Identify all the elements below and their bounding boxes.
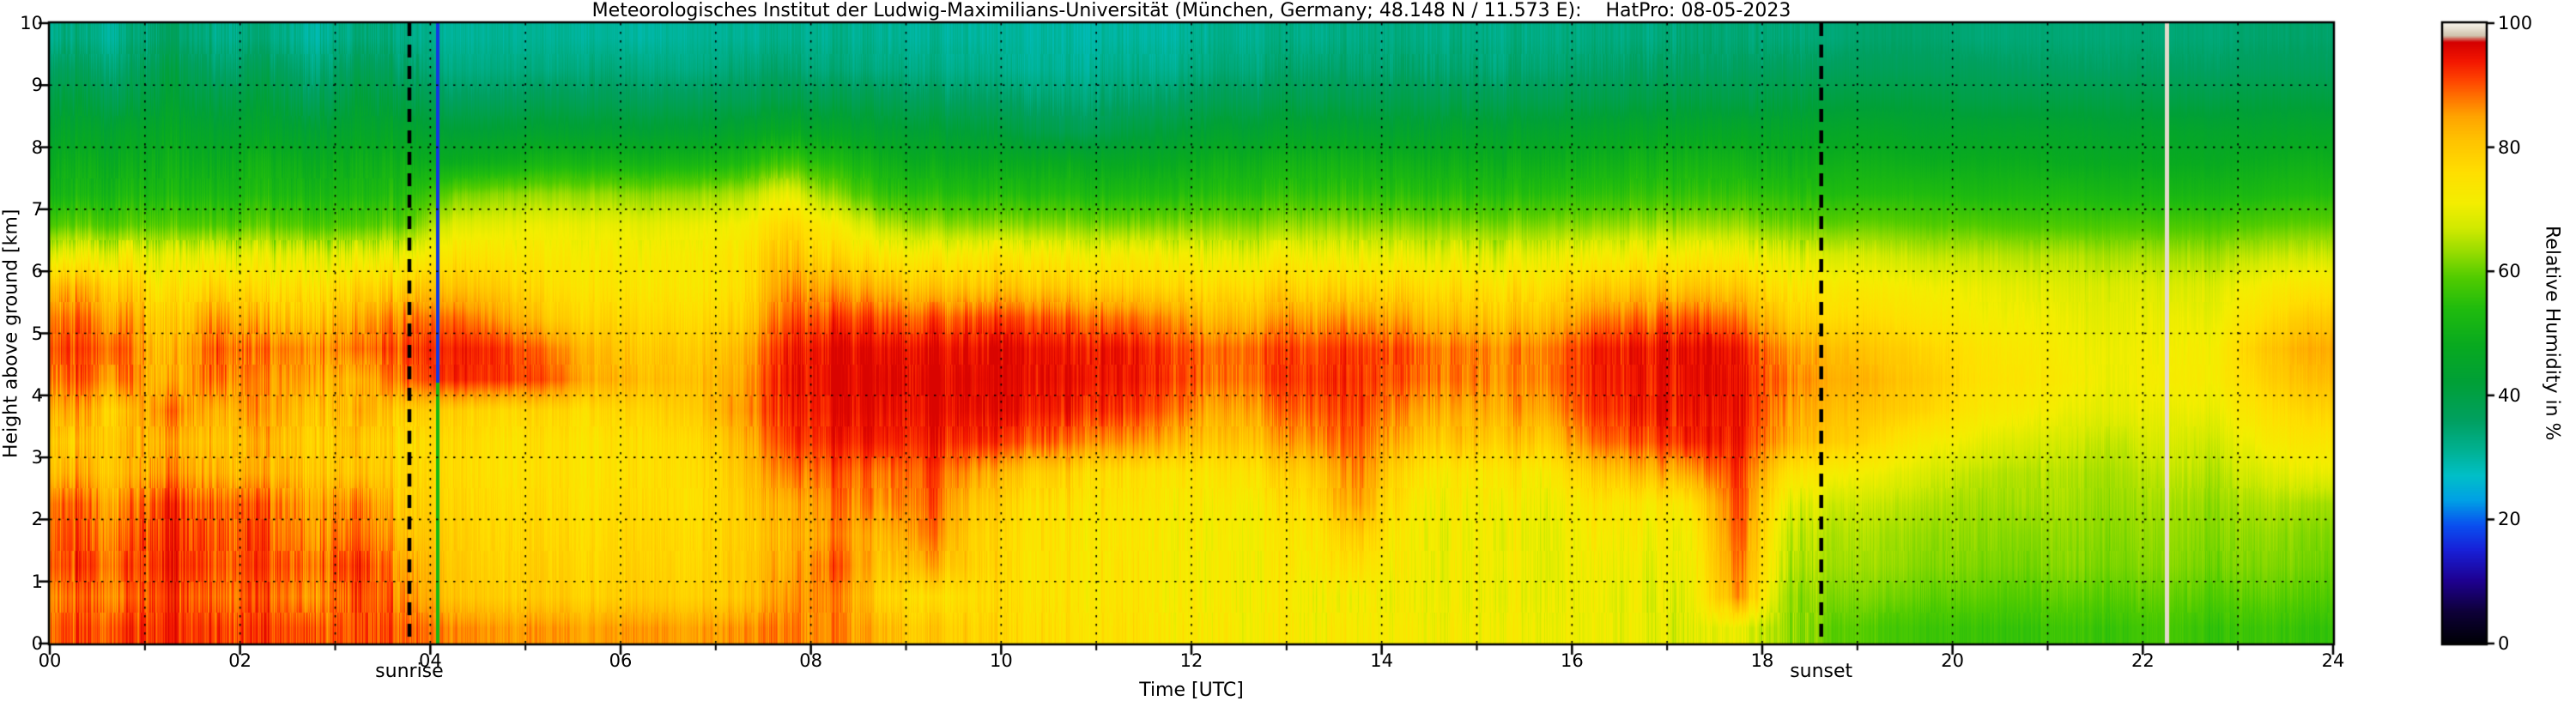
- y-tick-label-4: 4: [31, 384, 43, 406]
- x-axis-title: Time [UTC]: [1139, 680, 1244, 701]
- y-tick-label-9: 9: [31, 75, 43, 96]
- colorbar-tick-label-40: 40: [2498, 384, 2521, 406]
- y-tick-label-8: 8: [31, 136, 43, 158]
- colorbar-tick-label-0: 0: [2498, 633, 2510, 654]
- x-tick-label-18: 18: [1750, 650, 1774, 671]
- y-tick-label-6: 6: [31, 261, 43, 282]
- x-tick-label-12: 12: [1179, 650, 1203, 671]
- x-tick-label-10: 10: [989, 650, 1013, 671]
- y-tick-label-7: 7: [31, 198, 43, 220]
- colorbar-tick-label-80: 80: [2498, 136, 2521, 158]
- y-tick-label-10: 10: [20, 13, 43, 33]
- x-tick-label-00: 00: [38, 650, 62, 671]
- x-tick-label-04: 04: [418, 650, 442, 671]
- x-tick-label-06: 06: [609, 650, 633, 671]
- x-tick-label-02: 02: [228, 650, 252, 671]
- y-tick-label-5: 5: [31, 323, 43, 344]
- y-tick-label-3: 3: [31, 447, 43, 468]
- x-tick-label-14: 14: [1370, 650, 1394, 671]
- x-tick-label-22: 22: [2131, 650, 2155, 671]
- x-tick-label-20: 20: [1941, 650, 1965, 671]
- chart-title: Meteorologisches Institut der Ludwig-Max…: [591, 0, 1791, 21]
- y-tick-label-1: 1: [31, 571, 43, 592]
- colorbar-tick-label-20: 20: [2498, 509, 2521, 530]
- colorbar-title: Relative Humidity in %: [2541, 226, 2563, 441]
- x-tick-label-24: 24: [2321, 650, 2345, 671]
- x-tick-label-16: 16: [1560, 650, 1584, 671]
- sunset-label: sunset: [1790, 661, 1853, 682]
- colorbar-tick-label-100: 100: [2498, 13, 2533, 33]
- y-tick-label-0: 0: [31, 633, 43, 654]
- sunrise-label: sunrise: [375, 661, 444, 682]
- x-tick-label-08: 08: [799, 650, 823, 671]
- colorbar-tick-label-60: 60: [2498, 261, 2521, 282]
- y-tick-label-2: 2: [31, 509, 43, 530]
